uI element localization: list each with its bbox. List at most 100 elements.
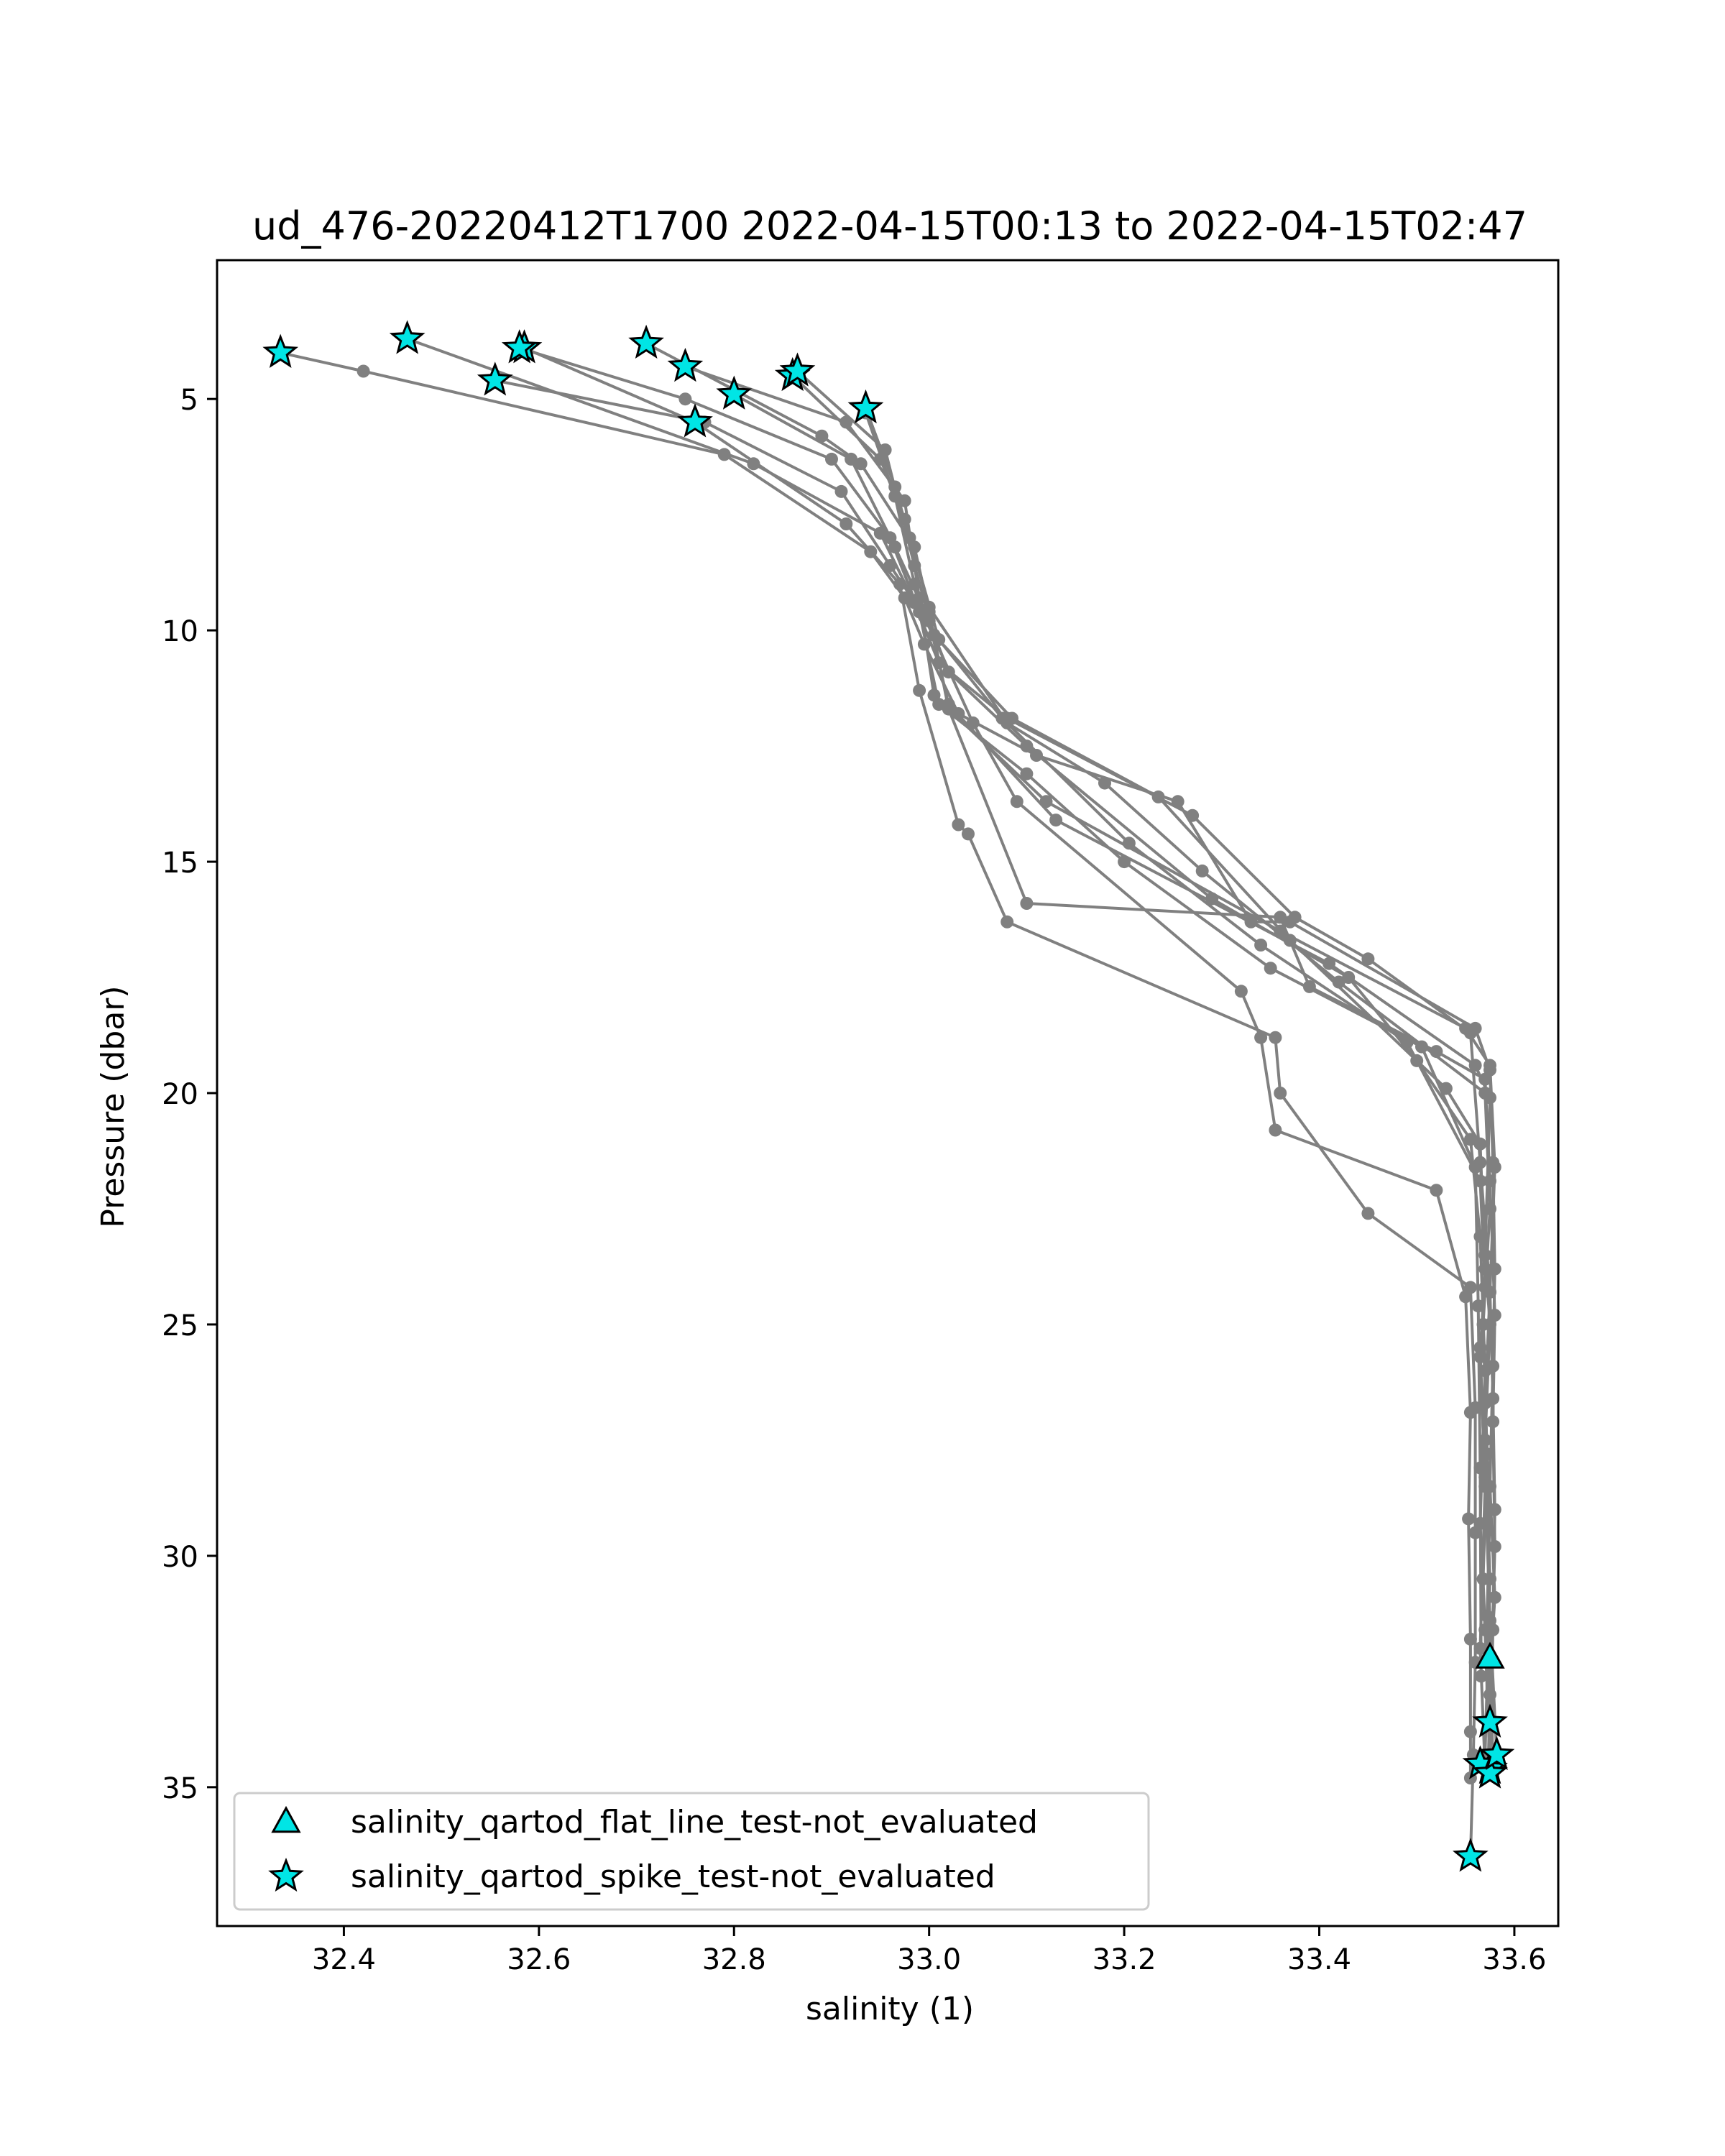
profile-point	[913, 605, 926, 619]
profile-point	[942, 698, 955, 711]
profile-point	[1122, 837, 1136, 850]
x-tick-label: 32.4	[312, 1943, 376, 1976]
profile-point	[1486, 1392, 1500, 1405]
legend-label: salinity_qartod_flat_line_test-not_evalu…	[351, 1804, 1038, 1841]
profile-point	[942, 665, 955, 679]
profile-point	[1473, 1137, 1487, 1151]
spike-flag-marker	[628, 324, 664, 359]
profile-point	[1474, 1669, 1488, 1683]
profile-point	[1430, 1184, 1443, 1197]
legend-label: salinity_qartod_spike_test-not_evaluated	[351, 1858, 995, 1895]
profile-point	[952, 818, 965, 831]
profile-point	[1463, 1133, 1477, 1146]
profile-point	[678, 392, 692, 406]
profile-point	[1264, 962, 1277, 975]
profile-point	[1254, 1031, 1268, 1044]
profile-point	[1462, 1512, 1476, 1526]
x-tick-label: 32.6	[507, 1943, 571, 1976]
profile-point	[1098, 776, 1111, 790]
profile-point	[356, 364, 370, 378]
spike-flag-marker	[847, 389, 884, 424]
x-tick-label: 33.2	[1092, 1943, 1156, 1976]
y-tick-label: 5	[180, 384, 198, 417]
spike-flag-marker	[501, 329, 538, 364]
profile-point	[854, 457, 868, 471]
profile-point	[1484, 1059, 1496, 1072]
y-tick-label: 25	[162, 1309, 198, 1342]
profile-point	[908, 577, 921, 591]
profile-point	[1484, 1202, 1496, 1215]
profile-point	[1478, 1364, 1492, 1378]
flag-series-1	[1475, 1641, 1505, 1669]
y-tick-label: 15	[162, 847, 198, 880]
profile-point	[1463, 1281, 1477, 1294]
profile-point	[1361, 952, 1375, 966]
spike-flag-marker	[1472, 1703, 1508, 1738]
profile-12	[512, 341, 1488, 1683]
profile-point	[1195, 864, 1209, 877]
spike-flag-marker	[477, 361, 513, 396]
chart-title: ud_476-20220412T1700 2022-04-15T00:13 to…	[252, 203, 1527, 249]
profile-line	[645, 342, 1496, 1723]
profile-point	[1274, 911, 1287, 924]
profile-point	[1020, 767, 1034, 780]
x-tick-label: 33.0	[897, 1943, 961, 1976]
spike-flag-marker	[779, 352, 816, 387]
spike-flag-marker	[389, 320, 426, 354]
profile-line	[864, 407, 1491, 1769]
profile-point	[932, 698, 946, 711]
x-tick-label: 33.4	[1287, 1943, 1351, 1976]
profile-point	[840, 517, 853, 530]
profile-point	[1410, 1054, 1424, 1067]
profile-point	[1459, 1021, 1473, 1035]
profile-point	[1151, 790, 1165, 803]
profile-point	[1118, 855, 1131, 869]
y-tick-label: 20	[162, 1078, 198, 1111]
profile-point	[893, 577, 906, 591]
profile-point	[1468, 1059, 1482, 1072]
spike-flag-marker	[716, 375, 753, 410]
profile-point	[1468, 1161, 1482, 1174]
profile-point	[1269, 1031, 1282, 1044]
profile-point	[1254, 939, 1268, 952]
legend: salinity_qartod_flat_line_test-not_evalu…	[233, 1792, 1150, 1911]
profile-point	[1234, 985, 1248, 998]
x-axis-label: salinity (1)	[806, 1991, 974, 2027]
legend-star-icon	[268, 1857, 304, 1892]
spike-flag-marker	[1452, 1838, 1489, 1872]
spike-flag-marker	[667, 347, 704, 382]
profile-point	[1463, 1632, 1477, 1646]
legend-box	[233, 1792, 1150, 1911]
profile-point	[1488, 1503, 1501, 1516]
plot-area: 32.4 32.6 32.8 33.0 33.2 33.4 33.6 5 10 15 20 25 30 3…	[162, 259, 1560, 1976]
profile-point	[898, 494, 911, 507]
profile-point	[825, 452, 838, 466]
profile-point	[913, 683, 926, 697]
profile-point	[1415, 1040, 1428, 1054]
spike-flag-marker	[262, 333, 299, 368]
spike-flag-marker	[677, 403, 713, 438]
profile-point	[1288, 911, 1302, 924]
profile-point	[1488, 1161, 1501, 1174]
flag-series-2	[262, 320, 1515, 1872]
y-tick-label: 10	[162, 615, 198, 648]
profile-point	[1361, 1207, 1375, 1220]
profile-point	[1186, 808, 1200, 822]
x-tick-label: 32.8	[702, 1943, 766, 1976]
profile-point	[1205, 892, 1219, 906]
profile-line	[519, 346, 1483, 1677]
spike-flag-marker	[1478, 1736, 1515, 1770]
profile-point	[1049, 814, 1063, 827]
profile-point	[1332, 975, 1346, 989]
profile-point	[883, 531, 897, 545]
profile-point	[1471, 1299, 1485, 1313]
profile-point	[1000, 915, 1014, 929]
y-tick-label: 30	[162, 1541, 198, 1574]
profile-point	[1473, 1461, 1487, 1475]
profile-point	[815, 429, 829, 443]
flat-line-flag-marker	[1475, 1641, 1505, 1669]
y-axis-label: Pressure (dbar)	[95, 985, 132, 1227]
y-tick-label: 35	[162, 1772, 198, 1805]
